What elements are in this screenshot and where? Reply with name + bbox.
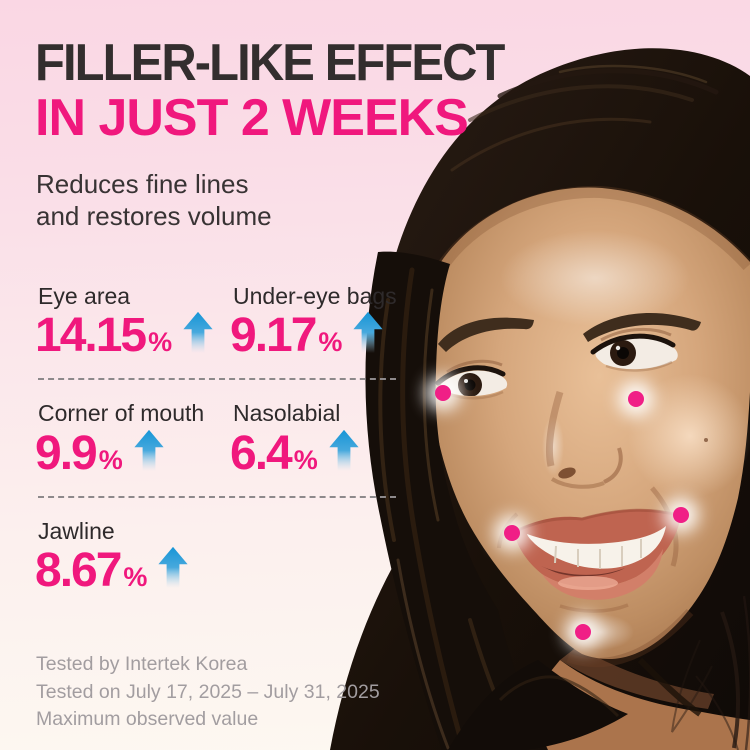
stat-nasolabial: Nasolabial 6.4 % <box>230 400 425 479</box>
increase-arrow-icon <box>183 312 213 354</box>
stat-label: Jawline <box>38 517 115 544</box>
left-eyebrow <box>438 317 534 352</box>
stat-number: 14.15 <box>35 309 147 363</box>
stat-number: 8.67 <box>35 543 122 597</box>
stat-jawline: Jawline 8.67 % <box>35 518 230 597</box>
subtitle: Reduces fine lines and restores volume <box>36 169 750 232</box>
footnote-max-value: Maximum observed value <box>36 708 259 731</box>
marker-corner-of-mouth <box>504 525 520 541</box>
stat-row-3: Jawline 8.67 % <box>35 518 425 597</box>
nose <box>545 390 623 489</box>
percent-sign: % <box>98 444 123 475</box>
right-eyebrow <box>583 312 701 342</box>
stat-eye-area: Eye area 14.15 % <box>35 283 230 362</box>
footnote-test-period: Tested on July 17, 2025 – July 31, 2025 <box>36 680 380 703</box>
subtitle-line-1: Reduces fine lines <box>36 169 249 200</box>
footnote-tested-by: Tested by Intertek Korea <box>36 653 248 675</box>
marker-eye-area <box>435 385 451 401</box>
stat-value: 6.4 % <box>230 426 425 480</box>
dashed-divider <box>38 495 396 498</box>
marker-under-eye-bags <box>628 391 644 407</box>
marker-jawline <box>575 624 591 640</box>
stat-corner-of-mouth: Corner of mouth 9.9 % <box>35 400 230 479</box>
stat-value: 9.17 % <box>230 310 425 362</box>
subtitle-line-2: and restores volume <box>36 200 272 231</box>
stat-number: 6.4 <box>230 426 293 480</box>
percent-sign: % <box>123 561 148 592</box>
increase-arrow-icon <box>329 429 359 471</box>
stat-number: 9.17 <box>230 309 317 363</box>
percent-sign: % <box>148 327 173 358</box>
stat-row-2: Corner of mouth 9.9 % Nasolabial 6.4 % <box>35 400 425 479</box>
hair-wisps <box>671 595 750 750</box>
stat-label: Corner of mouth <box>38 400 205 427</box>
stat-number: 9.9 <box>35 426 98 480</box>
dashed-divider <box>38 378 396 381</box>
stat-value: 9.9 % <box>35 426 230 480</box>
stat-value: 8.67 % <box>35 545 230 597</box>
footnotes: Tested by Intertek Korea Tested on July … <box>36 651 380 734</box>
increase-arrow-icon <box>353 312 384 354</box>
stat-value: 14.15 % <box>35 310 230 362</box>
percent-sign: % <box>318 327 343 358</box>
stat-label: Under-eye bags <box>233 283 397 309</box>
increase-arrow-icon <box>158 546 189 588</box>
headline-line-2: IN JUST 2 WEEKS <box>35 88 469 147</box>
stat-under-eye-bags: Under-eye bags 9.17 % <box>230 283 425 362</box>
hair-strands <box>378 64 719 750</box>
marker-nasolabial <box>673 507 689 523</box>
stats-panel: Eye area 14.15 % Under-eye bags 9.17 % <box>35 283 425 597</box>
stat-label: Nasolabial <box>233 400 341 427</box>
headline-line-1: FILLER-LIKE EFFECT <box>35 34 505 92</box>
stat-label: Eye area <box>38 283 131 309</box>
percent-sign: % <box>293 444 318 475</box>
headline: FILLER-LIKE EFFECT IN JUST 2 WEEKS <box>35 36 750 145</box>
smiling-mouth <box>513 508 682 600</box>
stat-row-1: Eye area 14.15 % Under-eye bags 9.17 % <box>35 283 425 362</box>
increase-arrow-icon <box>134 429 164 471</box>
